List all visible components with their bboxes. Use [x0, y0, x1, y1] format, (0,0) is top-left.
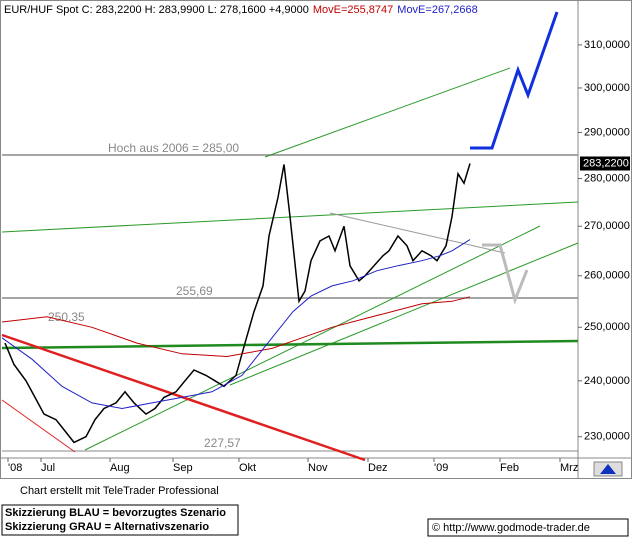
footer-note: Skizzierung GRAU = Alternativszenario: [5, 521, 209, 533]
annotation: 227,57: [204, 436, 241, 450]
last-price-label: 283,2200: [583, 157, 629, 169]
legend-entry: EUR/HUF Spot C: 283,2200 H: 283,9900 L: …: [4, 4, 309, 16]
legend-entry: MovE=255,8747: [313, 4, 393, 16]
header-bg: [2, 2, 458, 18]
legend: EUR/HUF Spot C: 283,2200 H: 283,9900 L: …: [4, 4, 478, 16]
y-tick-label: 250,0000: [584, 321, 630, 333]
x-tick-label: Jul: [41, 462, 55, 474]
footer-note: Skizzierung BLAU = bevorzugtes Szenario: [5, 507, 226, 519]
x-tick-label: Aug: [110, 462, 130, 474]
y-tick-label: 230,0000: [584, 431, 630, 443]
source-box: [427, 518, 629, 537]
annotation: 250,35: [48, 310, 85, 324]
x-tick-label: Dez: [368, 462, 388, 474]
legend-entry: MovE=267,2668: [397, 4, 477, 16]
scenario-blue: [470, 11, 559, 150]
note-box: [1, 504, 239, 536]
y-tick-label: 310,0000: [584, 39, 630, 51]
y-tick-label: 260,0000: [584, 270, 630, 282]
x-tick-label: '08: [8, 462, 22, 474]
x-tick-label: Okt: [239, 462, 256, 474]
tool-icon: [600, 464, 616, 474]
frame: [0, 0, 632, 479]
x-tick-label: '09: [434, 462, 448, 474]
x-tick-label: Mrz: [560, 462, 578, 474]
footer-note: Chart erstellt mit TeleTrader Profession…: [20, 485, 219, 497]
x-tick-label: Feb: [500, 462, 519, 474]
trend-line: [1, 339, 579, 350]
last-price-tag: [580, 156, 630, 171]
y-tick-label: 290,0000: [584, 126, 630, 138]
y-tick-label: 240,0000: [584, 375, 630, 387]
x-tick-label: Sep: [173, 462, 193, 474]
series-line: [1, 296, 471, 358]
trend-line: [264, 67, 511, 158]
series-line: [4, 163, 471, 444]
y-tick-label: 280,0000: [584, 172, 630, 184]
y-tick-label: 300,0000: [584, 82, 630, 94]
series-line: [1, 239, 471, 410]
source: © http://www.godmode-trader.de: [432, 522, 590, 534]
annotation: 255,69: [176, 284, 213, 298]
trend-line: [1, 399, 76, 453]
y-tick-label: 270,0000: [584, 220, 630, 232]
x-tick-label: Nov: [308, 462, 328, 474]
trend-line: [329, 212, 506, 254]
trend-line: [84, 225, 541, 451]
trend-line: [229, 242, 579, 386]
annotation: Hoch aus 2006 = 285,00: [108, 141, 239, 155]
scenario-gray: [482, 243, 529, 305]
